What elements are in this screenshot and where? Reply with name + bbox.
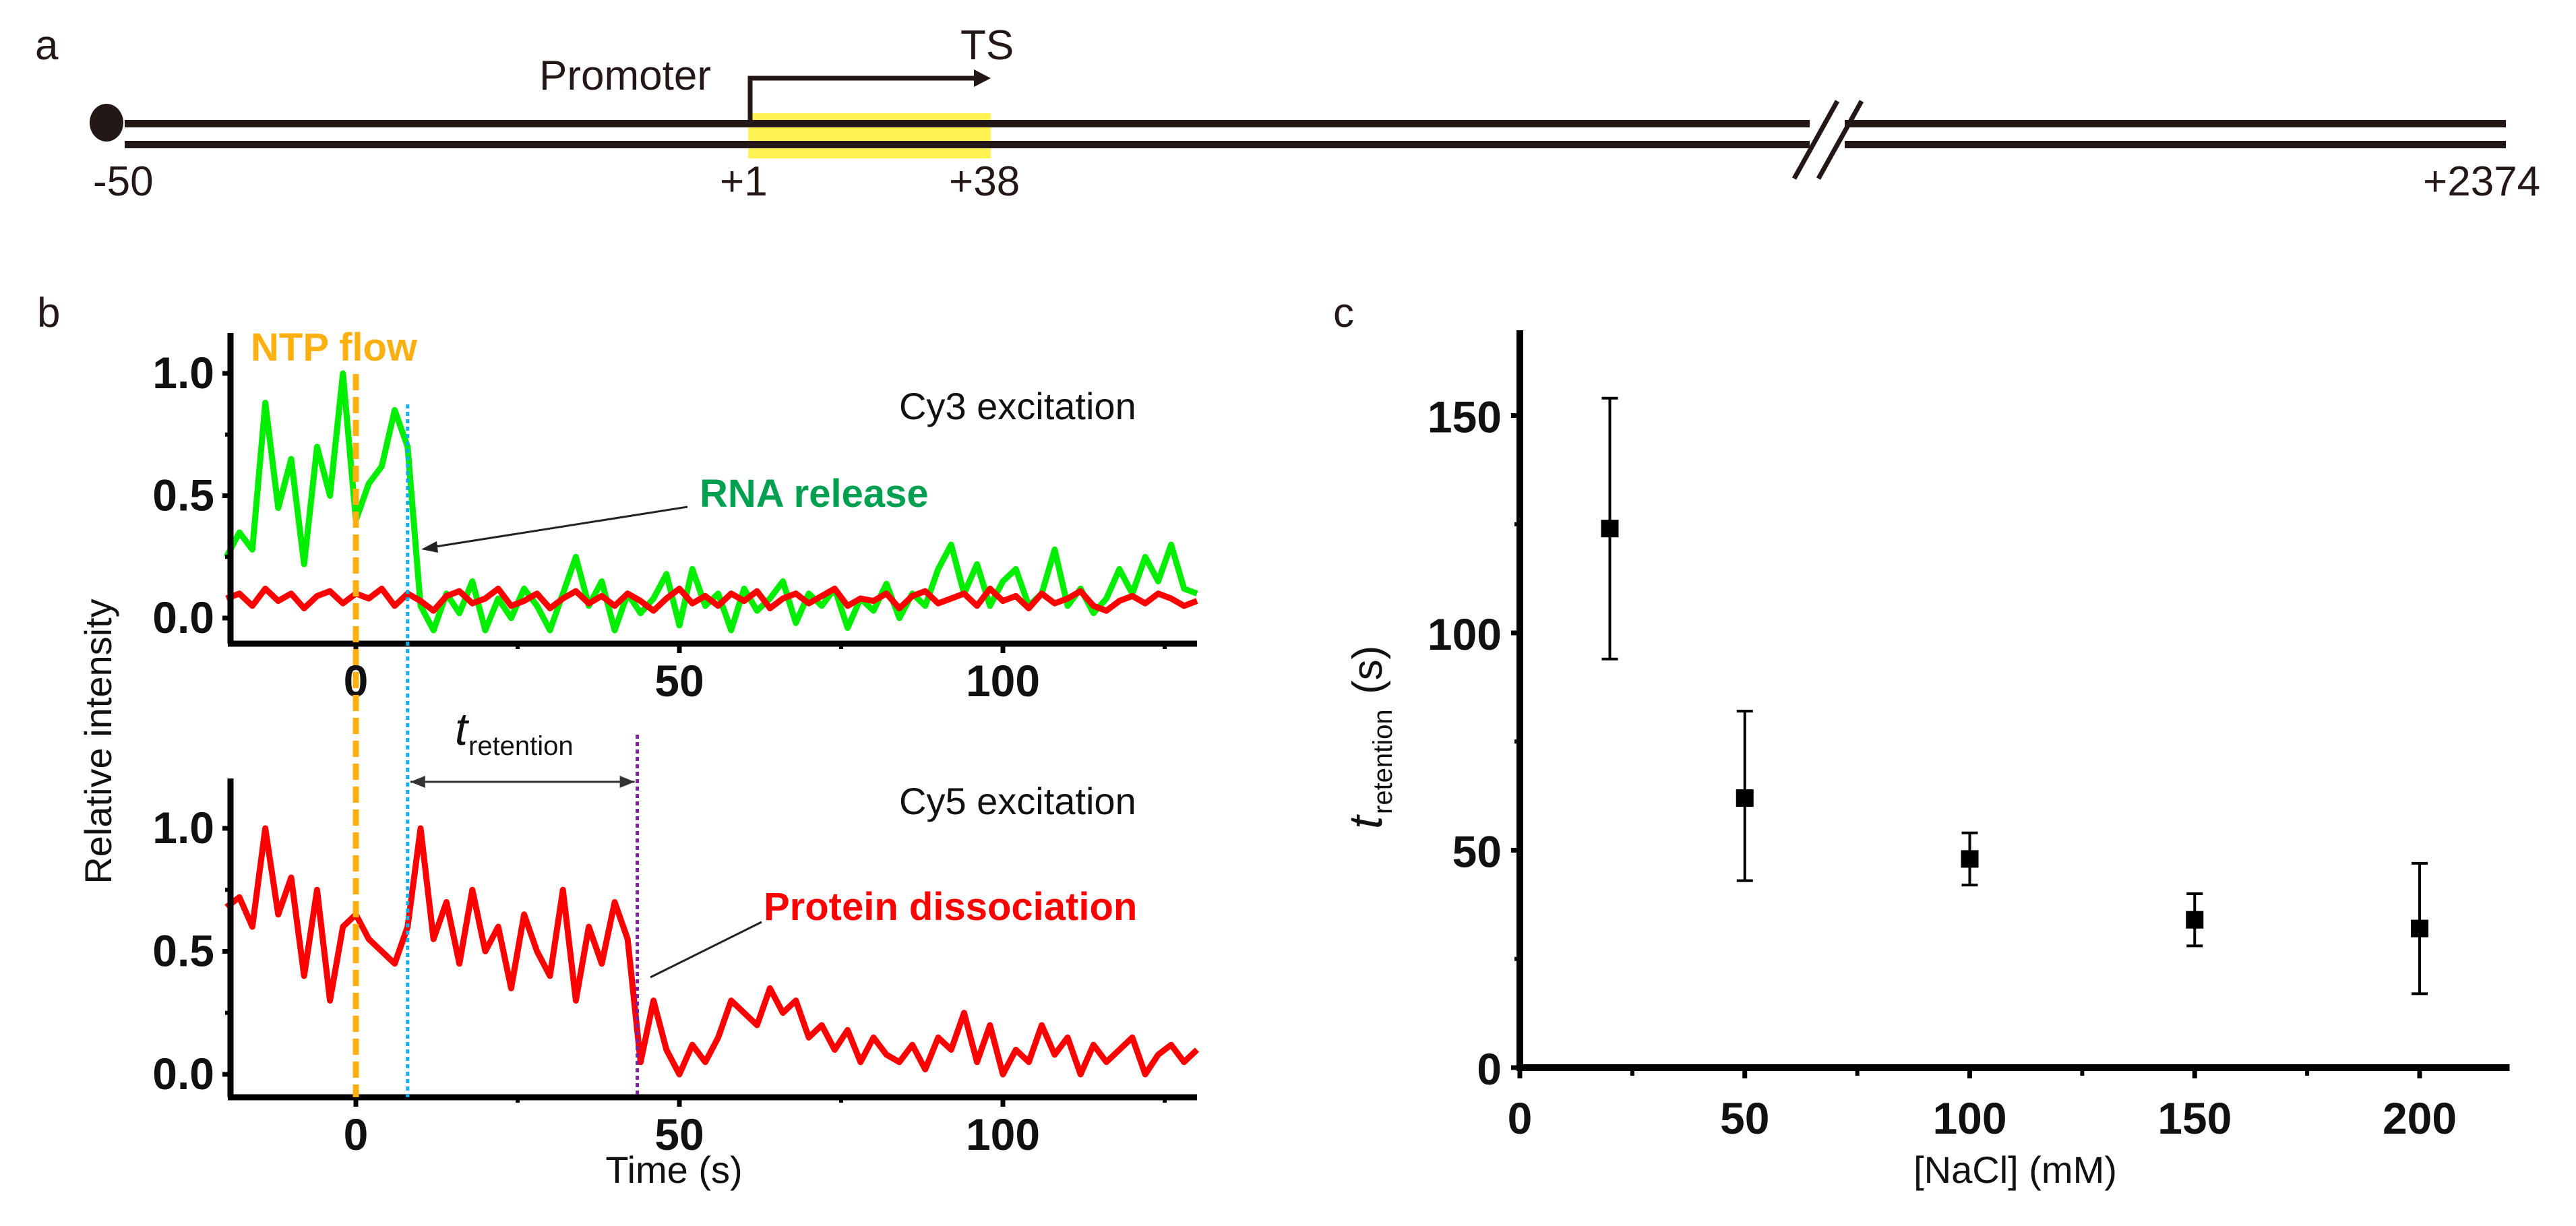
t-retention-subscript: retention — [468, 731, 574, 761]
cy3-excitation-label: Cy3 excitation — [899, 385, 1136, 427]
t-retention-main: t — [455, 704, 470, 755]
x-tick-label: 0 — [344, 1109, 369, 1159]
y-label-unit: (s) — [1345, 646, 1391, 694]
panel-b: b Relative intensity Time (s) 0501000.00… — [37, 290, 1200, 1191]
ts-label: TS — [960, 22, 1014, 69]
nacl-scatter-plot: 0 50 100 150 200 0 50 100 150 — [1428, 330, 2510, 1143]
y-tick-label: 0 — [1477, 1044, 1502, 1094]
square-marker — [1961, 850, 1979, 868]
panel-letter-b: b — [37, 290, 60, 336]
y-tick-label: 150 — [1428, 392, 1502, 442]
x-tick-label: 100 — [966, 656, 1040, 706]
position-label: +2374 — [2423, 158, 2540, 205]
y-tick-label: 0.0 — [152, 592, 214, 642]
y-axis-label: t retention (s) — [1339, 646, 1398, 829]
x-axis-label: [NaCl] (mM) — [1913, 1148, 2117, 1191]
panel-a: a Promoter TS -50 +1 +38 +2374 — [35, 22, 2540, 205]
y-axis-label: Relative intensity — [77, 599, 119, 884]
data-point — [1736, 710, 1754, 882]
t-retention-label: t retention — [455, 704, 574, 761]
dna-strand-bottom — [125, 141, 2506, 148]
x-axis-label: Time (s) — [605, 1148, 742, 1191]
y-tick-label: 1.0 — [152, 803, 214, 853]
x-tick-label: 50 — [654, 656, 704, 706]
y-label-subscript: retention — [1368, 709, 1398, 814]
x-tick-label: 100 — [1932, 1093, 2006, 1143]
position-label: -50 — [93, 158, 154, 205]
x-tick-label: 50 — [654, 1109, 704, 1159]
square-marker — [2411, 919, 2428, 938]
x-tick-label: 150 — [2157, 1093, 2232, 1143]
protein-dissociation-pointer — [650, 921, 762, 979]
panel-letter-c: c — [1333, 290, 1354, 336]
arrowhead-right-icon — [619, 776, 635, 788]
x-tick-label: 50 — [1720, 1093, 1769, 1143]
dna-strand-top — [125, 120, 2506, 127]
arrowhead-left-icon — [410, 776, 425, 788]
data-point — [2411, 861, 2428, 995]
rna-release-arrow-icon — [421, 505, 688, 553]
square-marker — [2186, 911, 2204, 929]
data-point — [2186, 892, 2204, 948]
y-label-t: t — [1339, 814, 1392, 829]
square-marker — [1601, 520, 1619, 538]
y-tick-label: 1.0 — [152, 348, 214, 398]
promoter-label: Promoter — [539, 53, 711, 99]
transcription-start-arrow-icon — [747, 69, 991, 123]
x-tick-label: 200 — [2383, 1093, 2457, 1143]
trace-cy5-red — [225, 585, 1198, 614]
x-tick-label: 0 — [1508, 1093, 1533, 1143]
panel-letter-a: a — [35, 22, 59, 69]
panel-c: c [NaCl] (mM) t retention (s) 0 50 100 150 2… — [1333, 290, 2510, 1191]
cy5-plot: 0 50 100 0.0 0.5 1.0 — [152, 778, 1200, 1159]
x-tick-label: 100 — [966, 1109, 1040, 1159]
y-tick-label: 0.0 — [152, 1049, 214, 1099]
trace-cy5-main — [224, 825, 1200, 1078]
y-tick-label: 0.5 — [152, 926, 214, 976]
protein-dissociation-label: Protein dissociation — [764, 885, 1137, 929]
break-mark-icon — [1791, 100, 1864, 180]
square-marker — [1736, 789, 1754, 807]
y-tick-label: 50 — [1452, 827, 1502, 877]
ntp-flow-label: NTP flow — [251, 326, 418, 369]
position-label: +1 — [720, 158, 768, 205]
y-tick-label: 0.5 — [152, 470, 214, 520]
data-point — [1961, 831, 1979, 887]
position-label: +38 — [949, 158, 1020, 205]
cy5-excitation-label: Cy5 excitation — [899, 780, 1136, 822]
event-markers — [352, 374, 640, 1097]
rna-release-label: RNA release — [700, 472, 929, 516]
y-tick-label: 100 — [1428, 609, 1502, 659]
data-point — [1601, 396, 1619, 661]
bead-end-icon — [90, 104, 123, 142]
